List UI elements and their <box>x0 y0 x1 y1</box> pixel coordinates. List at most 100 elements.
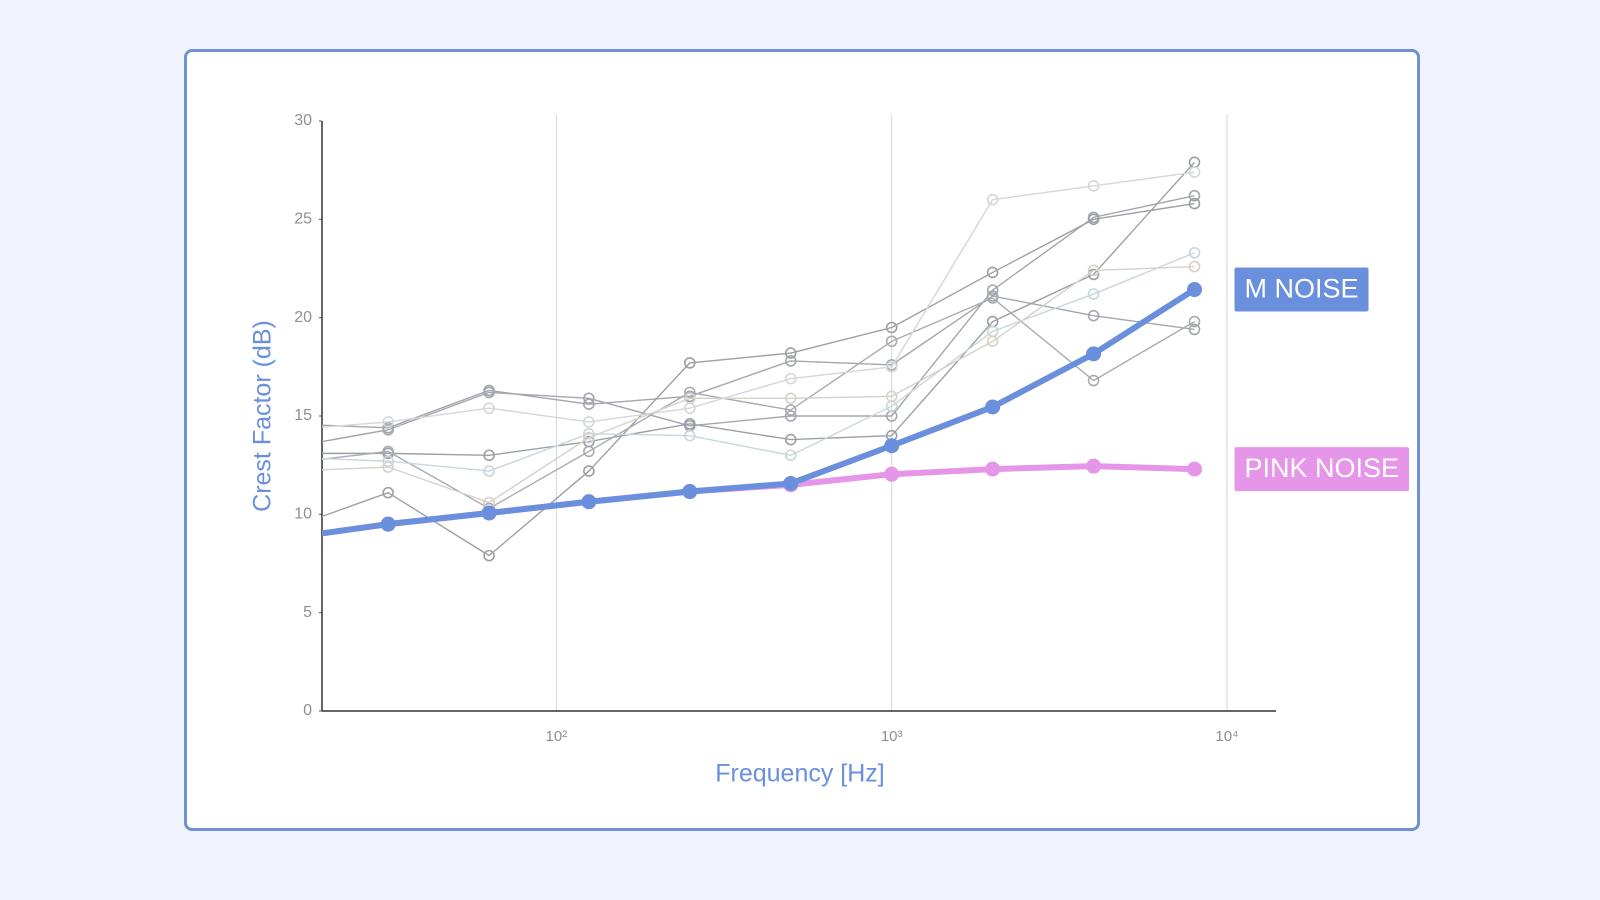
data-point <box>1086 346 1102 362</box>
series-line <box>322 287 1197 537</box>
data-point <box>1087 213 1100 226</box>
data-point <box>282 530 297 545</box>
data-point <box>684 392 696 405</box>
data-point <box>986 284 999 296</box>
data-point <box>784 404 797 416</box>
data-point <box>285 466 295 476</box>
data-point <box>382 461 394 473</box>
y-tick-label: 20 <box>294 309 312 326</box>
series-label-box <box>1234 267 1369 312</box>
data-point <box>583 431 595 444</box>
data-point <box>583 416 595 428</box>
data-point <box>784 449 797 462</box>
data-point <box>885 321 898 334</box>
data-point <box>682 484 698 500</box>
y-tick-label: 25 <box>294 211 312 228</box>
data-point <box>784 410 797 422</box>
x-tick-label: 10³ <box>881 728 903 745</box>
data-point <box>1187 461 1203 477</box>
data-point <box>380 516 396 532</box>
data-point <box>885 361 898 373</box>
series-label-box <box>1234 447 1410 492</box>
series-label: M NOISE <box>1245 274 1359 304</box>
data-point <box>985 399 1001 415</box>
data-point <box>285 448 295 458</box>
chart-card <box>184 49 1420 831</box>
data-point <box>483 449 495 462</box>
x-axis-title: Frequency [Hz] <box>715 760 885 788</box>
plot-area <box>282 156 1203 562</box>
data-point <box>1087 374 1100 387</box>
data-point <box>285 419 295 429</box>
data-point <box>784 355 797 367</box>
data-point <box>583 427 595 440</box>
data-point <box>986 266 999 279</box>
y-tick-label: 10 <box>294 506 312 523</box>
y-tick-label: 0 <box>303 702 312 719</box>
data-point <box>684 418 696 430</box>
data-point <box>1188 246 1201 259</box>
background-line <box>322 295 1195 429</box>
data-point <box>1087 264 1100 277</box>
background-line <box>322 252 1195 472</box>
data-point <box>285 425 295 435</box>
data-point <box>483 549 495 562</box>
data-point <box>684 429 696 442</box>
data-point <box>1086 458 1102 474</box>
x-tick-label: 10² <box>546 728 568 745</box>
x-tick-label: 10⁴ <box>1215 728 1238 745</box>
data-point <box>1188 197 1201 210</box>
background-line <box>322 202 1195 557</box>
data-point <box>783 475 799 491</box>
data-point <box>583 398 595 411</box>
y-tick-label: 5 <box>303 604 312 621</box>
data-point <box>784 372 797 385</box>
data-point <box>285 452 295 462</box>
data-point <box>784 347 797 359</box>
data-point <box>1087 288 1100 300</box>
data-point <box>885 335 898 348</box>
data-point <box>986 292 999 304</box>
background-line <box>322 297 1195 510</box>
data-point <box>684 357 696 369</box>
data-point <box>1087 180 1100 192</box>
series-label: PINK NOISE <box>1245 453 1400 483</box>
data-point <box>684 386 696 399</box>
data-point <box>1087 309 1100 322</box>
data-point <box>1188 260 1201 273</box>
data-point <box>784 392 797 405</box>
background-line <box>322 265 1195 504</box>
data-point <box>483 384 495 397</box>
data-point <box>285 442 295 452</box>
data-point <box>986 335 999 348</box>
data-point <box>481 505 497 521</box>
data-point <box>784 433 797 446</box>
data-point <box>1188 189 1201 202</box>
background-line <box>322 195 1195 443</box>
data-point <box>483 465 495 477</box>
y-tick-label: 15 <box>294 407 312 424</box>
background-line <box>322 161 1196 457</box>
data-point <box>382 416 394 428</box>
y-axis-title: Crest Factor (dB) <box>249 320 277 512</box>
background-line <box>322 171 1195 428</box>
data-point <box>1187 282 1203 298</box>
data-point <box>285 458 295 468</box>
data-point <box>382 455 394 468</box>
data-point <box>885 390 898 403</box>
data-point <box>1188 166 1201 178</box>
data-point <box>483 402 495 414</box>
data-point <box>1188 315 1201 328</box>
data-point <box>581 494 597 510</box>
data-point <box>583 445 595 458</box>
data-point <box>583 392 595 405</box>
data-point <box>282 530 297 545</box>
data-point <box>285 523 295 533</box>
series-line <box>322 463 1195 537</box>
data-point <box>985 461 1001 477</box>
data-point <box>382 421 394 434</box>
data-point <box>382 486 394 499</box>
data-point <box>986 193 999 206</box>
